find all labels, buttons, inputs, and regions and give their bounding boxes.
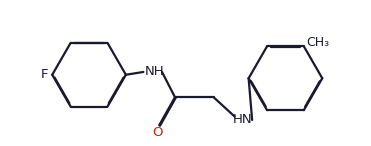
Text: O: O: [152, 126, 163, 139]
Text: CH₃: CH₃: [307, 36, 330, 49]
Text: F: F: [40, 68, 48, 81]
Text: HN: HN: [233, 113, 253, 126]
Text: NH: NH: [145, 65, 165, 78]
